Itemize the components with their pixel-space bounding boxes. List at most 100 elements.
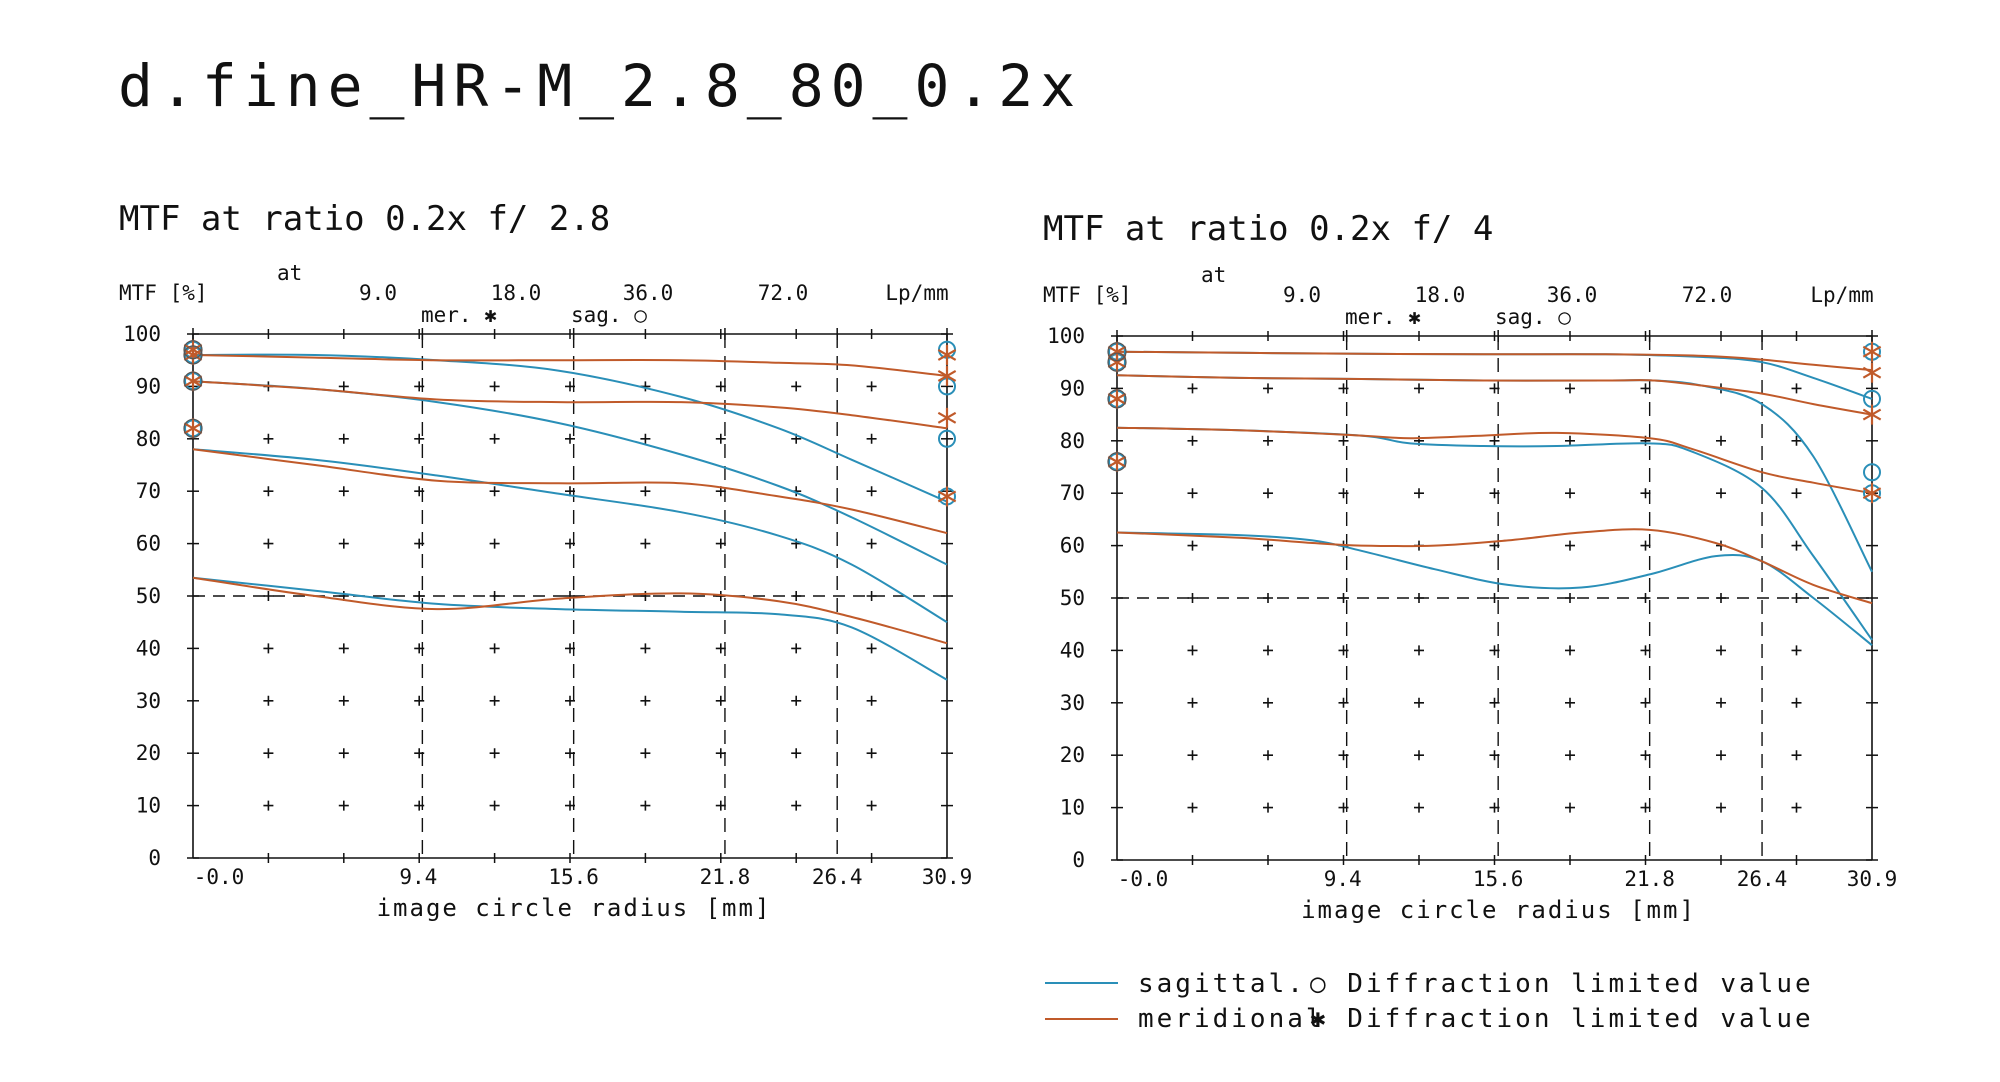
grid-cross: [1791, 645, 1802, 656]
meridional-key: mer. ✱: [1345, 305, 1421, 329]
grid-cross: [1414, 488, 1424, 499]
grid-cross: [1187, 645, 1198, 656]
frequency-unit: Lp/mm: [885, 281, 948, 305]
grid-cross: [866, 538, 877, 549]
grid-cross: [1791, 540, 1802, 551]
y-tick-label: 40: [136, 636, 161, 660]
grid-cross: [414, 486, 425, 497]
grid-cross: [489, 695, 500, 706]
legend-sagittal-limit: ○ Diffraction limited value: [1310, 969, 1814, 999]
grid-cross: [414, 643, 425, 654]
grid-cross: [489, 800, 500, 811]
grid-cross: [1414, 645, 1424, 656]
series-line-meridional: [1116, 528, 1873, 605]
y-tick-label: 100: [123, 322, 161, 346]
sagittal-key: sag. ○: [571, 303, 647, 327]
grid-cross: [1565, 488, 1575, 499]
grid-cross: [1338, 435, 1349, 446]
grid-cross: [1791, 488, 1802, 499]
grid-cross: [1791, 593, 1802, 603]
grid-cross: [866, 591, 877, 601]
grid-cross: [1414, 383, 1424, 394]
grid-cross: [715, 695, 726, 706]
grid-cross: [1489, 802, 1500, 813]
grid-cross: [1263, 697, 1273, 708]
grid-cross: [1263, 488, 1273, 499]
diffraction-limit-meridional-marker: [937, 486, 957, 507]
grid-cross: [1263, 540, 1273, 551]
y-axis-label: MTF [%]: [119, 281, 208, 305]
x-tick-label: -0.0: [194, 865, 245, 889]
grid-cross: [489, 643, 500, 654]
y-tick-label: 30: [1060, 691, 1085, 715]
grid-cross: [1338, 645, 1349, 656]
grid-cross: [565, 381, 575, 392]
diffraction-limit-marker-outline: [1107, 352, 1127, 372]
grid-cross: [866, 695, 877, 706]
grid-cross: [1640, 540, 1651, 551]
grid-cross: [338, 433, 349, 444]
grid-cross: [338, 748, 349, 759]
grid-cross: [791, 381, 802, 392]
series-line-meridional: [192, 380, 948, 430]
grid-cross: [489, 486, 500, 497]
series-line-meridional: [192, 576, 948, 645]
frequency-label: 18.0: [1415, 283, 1466, 307]
diffraction-limit-marker-outline: [183, 418, 203, 438]
grid-cross: [1414, 697, 1424, 708]
grid-cross: [1187, 488, 1198, 499]
grid-cross: [565, 433, 575, 444]
grid-cross: [565, 538, 575, 549]
grid-cross: [1187, 697, 1198, 708]
grid-cross: [1187, 540, 1198, 551]
grid-cross: [715, 748, 726, 759]
grid-cross: [866, 433, 877, 444]
grid-cross: [1338, 488, 1349, 499]
x-tick-label: 9.4: [399, 865, 437, 889]
grid-cross: [1716, 750, 1726, 761]
grid-cross: [338, 381, 349, 392]
grid-cross: [640, 538, 651, 549]
series-line-sagittal: [192, 353, 948, 503]
series-line-meridional: [1116, 350, 1873, 372]
grid-cross: [263, 643, 274, 654]
grid-cross: [640, 695, 651, 706]
grid-cross: [715, 643, 726, 654]
diffraction-limit-meridional-marker: [937, 365, 957, 386]
grid-cross: [1565, 697, 1575, 708]
diffraction-limit-marker-outline: [1107, 389, 1127, 409]
grid-cross: [1716, 697, 1726, 708]
y-tick-label: 20: [136, 741, 161, 765]
y-tick-label: 10: [1060, 796, 1085, 820]
grid-cross: [1716, 645, 1726, 656]
grid-cross: [1187, 383, 1198, 394]
grid-cross: [263, 748, 274, 759]
grid-cross: [565, 800, 575, 811]
grid-cross: [1565, 383, 1575, 394]
frequency-label: 72.0: [1682, 283, 1733, 307]
page-title: d.fine_HR-M_2.8_80_0.2x: [118, 52, 1083, 120]
y-tick-label: 0: [148, 846, 161, 870]
diffraction-limit-meridional-marker: [183, 418, 203, 439]
grid-cross: [791, 643, 802, 654]
grid-cross: [640, 486, 651, 497]
grid-cross: [866, 643, 877, 654]
y-tick-label: 60: [1060, 534, 1085, 558]
grid-cross: [489, 381, 500, 392]
diffraction-limit-marker-outline: [1107, 342, 1127, 362]
diffraction-limit-meridional-marker: [937, 344, 957, 365]
y-tick-label: 10: [136, 794, 161, 818]
grid-cross: [1489, 435, 1500, 446]
grid-cross: [791, 748, 802, 759]
grid-cross: [489, 538, 500, 549]
grid-cross: [1640, 802, 1651, 813]
grid-cross: [1791, 697, 1802, 708]
grid-cross: [1338, 593, 1349, 603]
grid-cross: [338, 695, 349, 706]
x-axis-label: image circle radius [mm]: [377, 894, 772, 922]
grid-cross: [1716, 435, 1726, 446]
legend-sagittal-label: sagittal.: [1138, 969, 1306, 999]
at-label: at: [1201, 263, 1226, 287]
mtf-chart-f4: MTF at ratio 0.2x f/ 4 MTF [%] at 9.0 18.0 36…: [1043, 209, 1897, 924]
